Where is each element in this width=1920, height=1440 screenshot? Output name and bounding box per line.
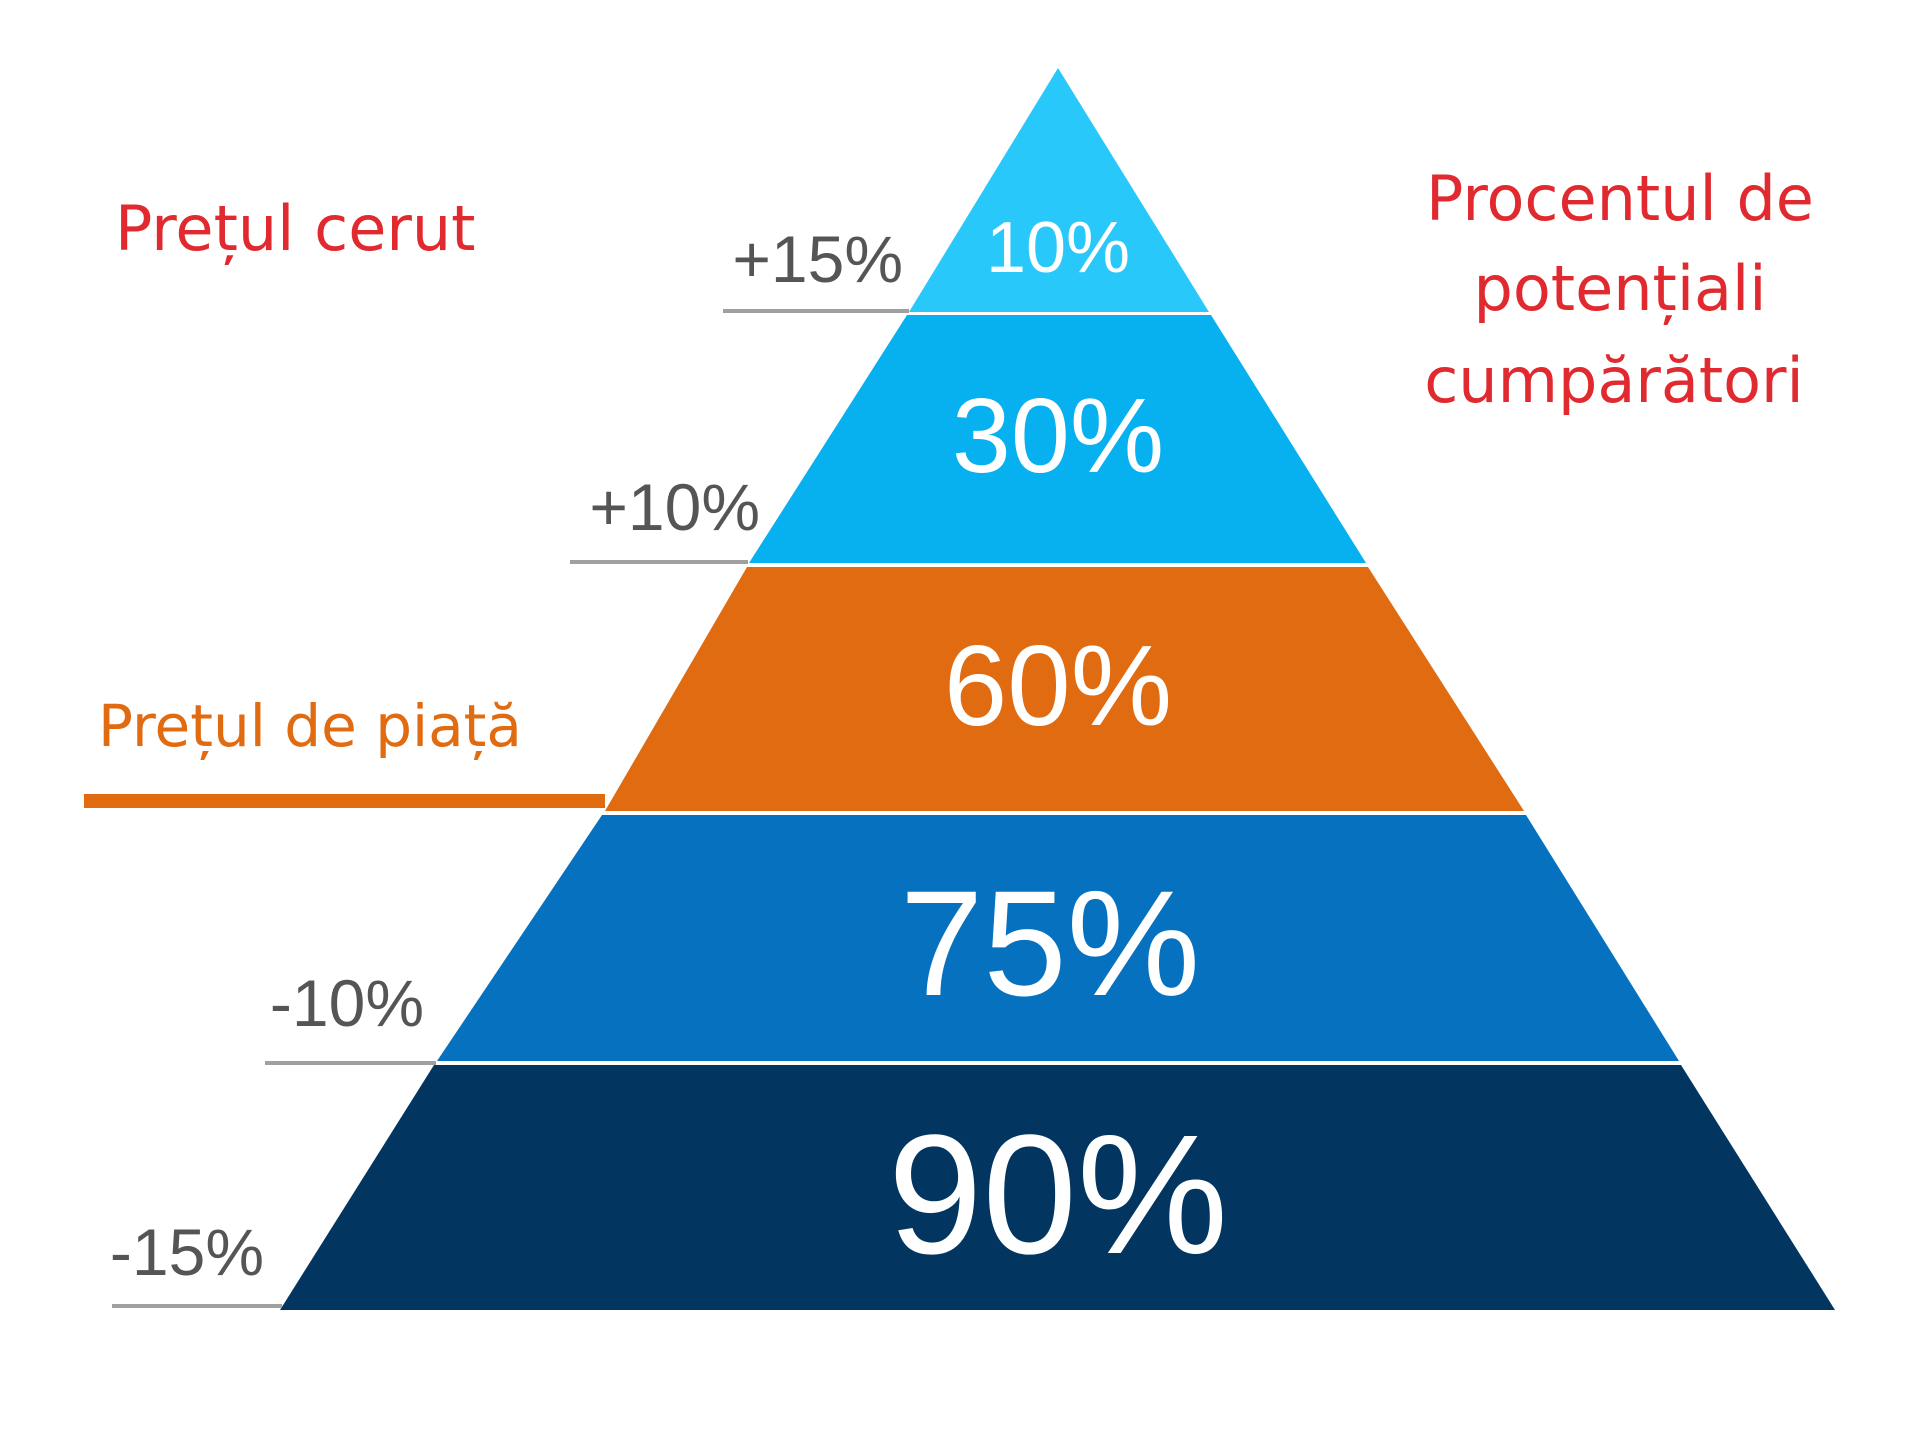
tier-percent-label: 60% [944, 623, 1172, 750]
tier-percent-label: 30% [952, 377, 1164, 495]
buyers-percent-heading-line: Procentul de [1426, 162, 1814, 235]
buyers-percent-heading: Procentul de potențiali cumpărători [1424, 162, 1814, 417]
tier-percent-label: 10% [986, 208, 1130, 288]
tier-75-percent [437, 815, 1679, 1061]
tier-10-percent [909, 68, 1209, 312]
buyers-percent-heading-line: potențiali [1473, 252, 1766, 325]
tier-percent-label: 75% [900, 859, 1200, 1027]
price-change-label: -10% [270, 966, 424, 1040]
tier-60-percent [605, 567, 1524, 811]
buyers-percent-heading-line: cumpărători [1424, 344, 1804, 417]
tier-90-percent [280, 1065, 1835, 1310]
asking-price-label: Prețul cerut [115, 192, 475, 265]
tier-30-percent [749, 315, 1366, 563]
tier-percent-label: 90% [888, 1100, 1228, 1290]
price-change-label: -15% [110, 1215, 264, 1289]
market-price-label: Prețul de piață [98, 692, 522, 760]
price-change-label: +15% [732, 222, 903, 296]
price-change-label: +10% [589, 470, 760, 544]
